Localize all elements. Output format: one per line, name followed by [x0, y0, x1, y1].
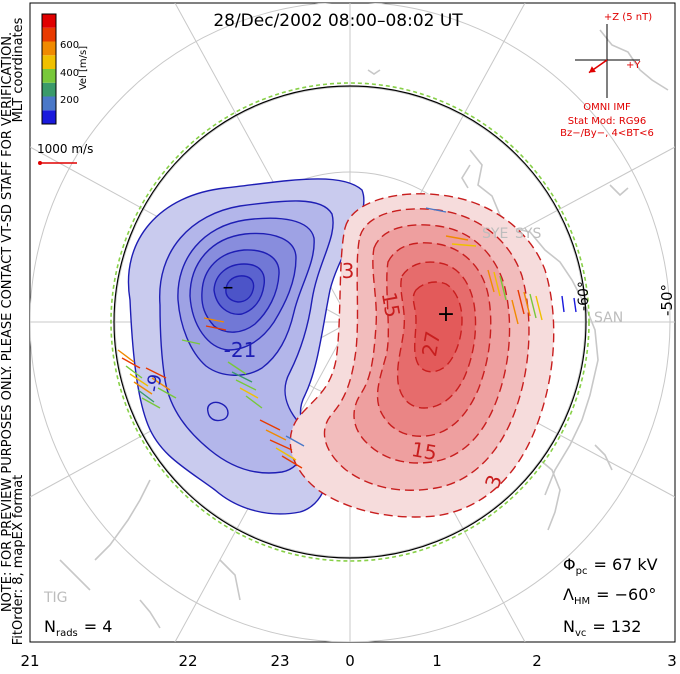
- station-label-san: SAN: [594, 310, 623, 326]
- contour-label: 27: [417, 329, 445, 358]
- coordinates-label: MLT coordinates: [11, 17, 26, 122]
- contour-label: 15: [377, 290, 405, 319]
- coastlines: [59, 29, 669, 629]
- imf-z-label: +Z (5 nT): [604, 12, 652, 23]
- mlt-label: 2: [532, 652, 542, 670]
- colorbar-tick: 400: [60, 68, 79, 79]
- imf-condition: Bz−/By−, 4<BT<6: [560, 128, 654, 139]
- mlt-label: 0: [345, 652, 355, 670]
- n-rads-readout: Nrads = 4: [44, 617, 112, 639]
- colorbar-box: [42, 82, 56, 97]
- contour-label: 15: [410, 437, 439, 465]
- preview-note: NOTE: FOR PREVIEW PURPOSES ONLY. PLEASE …: [0, 32, 15, 612]
- contour-label: -9: [143, 372, 167, 393]
- colorbar-box: [42, 27, 56, 42]
- contour-label: 3: [342, 259, 355, 283]
- mlt-label: 22: [178, 652, 197, 670]
- contour-label: -21: [224, 338, 257, 362]
- hm-boundary-vectors: [110, 82, 590, 562]
- colorbar-box: [42, 110, 56, 124]
- imf-title: OMNI IMF: [583, 102, 631, 113]
- colorbar-label: Vel [m/s]: [78, 46, 89, 90]
- reference-vector-label: 1000 m/s: [37, 142, 93, 156]
- imf-dial: +Z (5 nT) +Y OMNI IMF Stat Mod: RG96 Bz−…: [560, 12, 654, 139]
- n-vc-readout: Nvc = 132: [563, 617, 641, 639]
- colorbar-box: [42, 96, 56, 111]
- imf-model: Stat Mod: RG96: [568, 116, 647, 127]
- colorbar-box: [42, 69, 56, 83]
- colorbar-box: [42, 41, 56, 56]
- mlt-axis: 21 22 23 0 1 2 3: [20, 652, 676, 670]
- colorbar-box: [42, 14, 56, 28]
- mlt-label: 23: [270, 652, 289, 670]
- latitude-label-inner: -60°: [576, 281, 592, 311]
- latitude-label-outer: -50°: [658, 284, 676, 316]
- map-statistics: Φpc = 67 kV ΛHM = −60° Nvc = 132 Nrads = 4: [44, 555, 658, 639]
- colorbar-box: [42, 55, 56, 69]
- reference-vector: 1000 m/s: [37, 142, 93, 165]
- phi-pc-readout: Φpc = 67 kV: [563, 555, 658, 577]
- velocity-colorbar: 600 400 200 Vel [m/s]: [41, 13, 89, 125]
- colorbar-tick: 200: [60, 95, 79, 106]
- station-label-sys: SYS: [515, 226, 541, 242]
- lambda-hm-readout: ΛHM = −60°: [563, 585, 656, 607]
- mlt-label: 1: [432, 652, 442, 670]
- station-label-sye: SYE: [482, 226, 508, 242]
- potential-maximum-marker: +: [437, 302, 455, 327]
- mlt-label: 3: [667, 652, 677, 670]
- mlt-label: 21: [20, 652, 39, 670]
- imf-y-label: +Y: [626, 60, 641, 71]
- dawn-convection-cell: [289, 193, 555, 518]
- heppner-maynard-boundary: [113, 85, 587, 559]
- velocity-vectors: [117, 207, 577, 469]
- dusk-convection-cell: [127, 178, 365, 515]
- map-title: 28/Dec/2002 08:00–08:02 UT: [213, 11, 463, 31]
- colorbar-tick: 600: [60, 40, 79, 51]
- potential-minimum-marker: –: [223, 275, 234, 300]
- fit-order-note: FitOrder: 8, mapEX format: [11, 475, 26, 646]
- station-label-tig: TIG: [43, 590, 68, 606]
